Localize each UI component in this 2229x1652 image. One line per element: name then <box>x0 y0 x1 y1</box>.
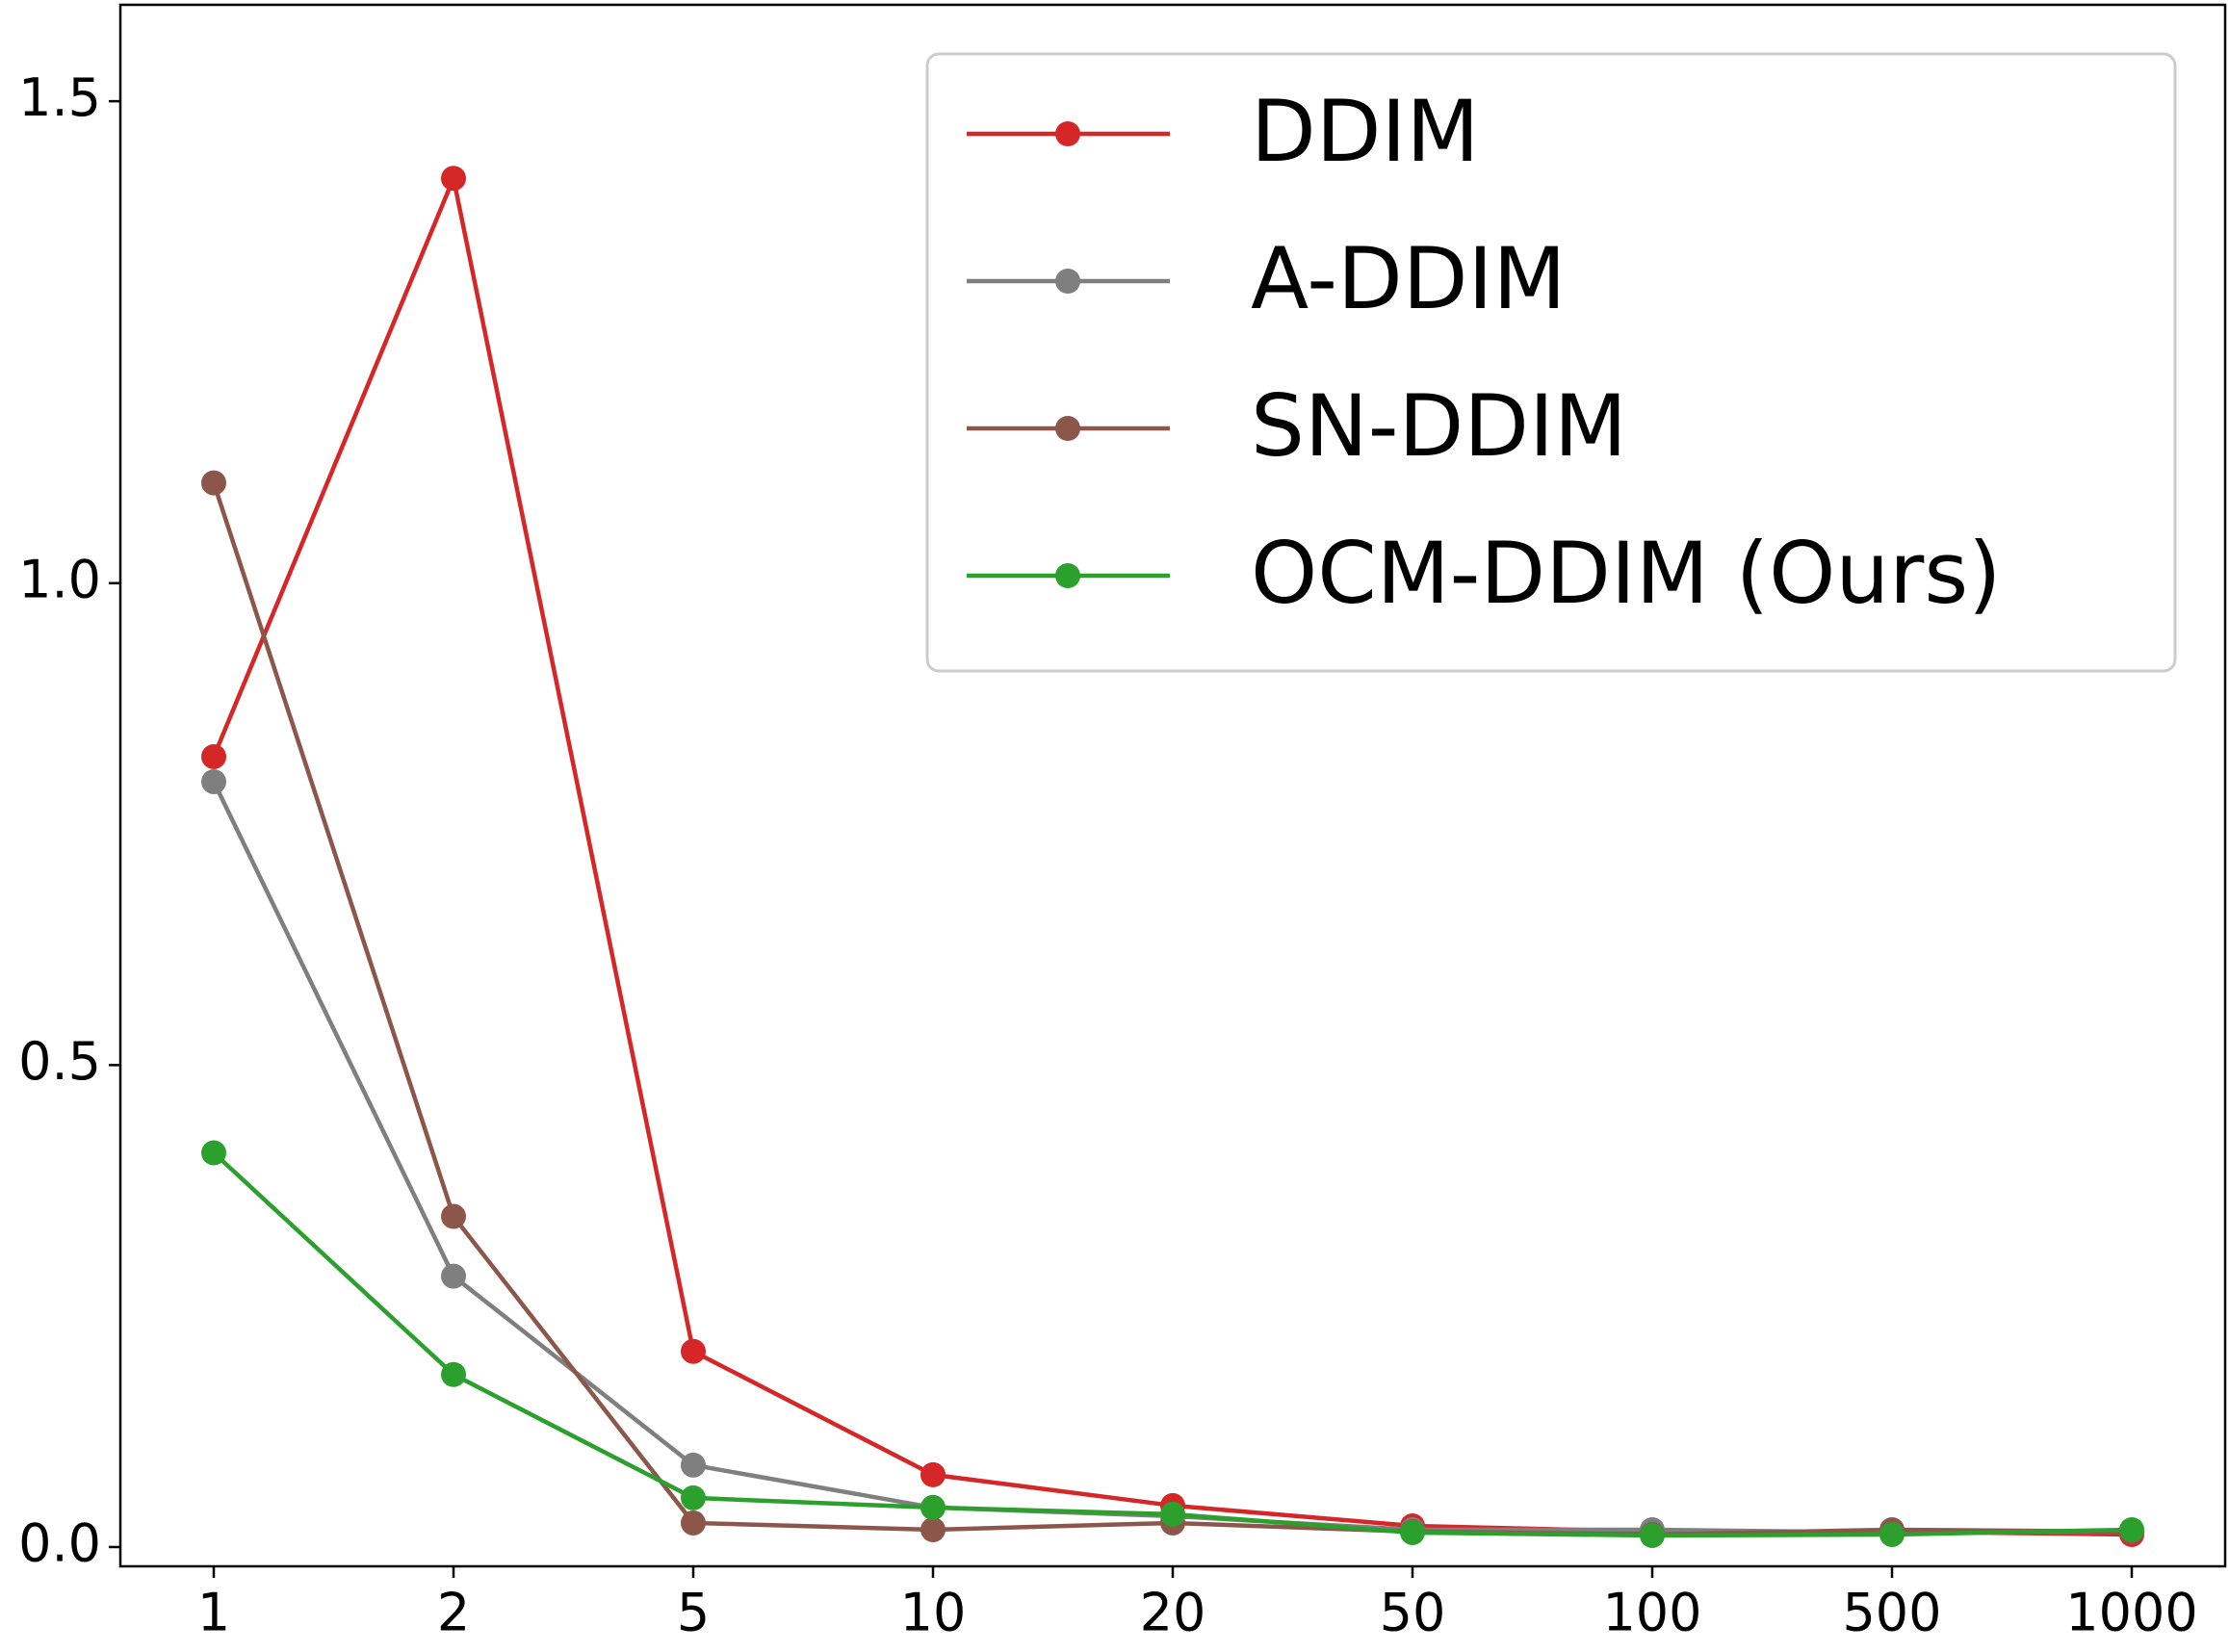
x-tick-label: 2 <box>437 1583 470 1643</box>
data-point <box>681 1484 706 1510</box>
data-point <box>920 1494 946 1520</box>
data-point <box>441 1203 466 1229</box>
data-point <box>441 166 466 192</box>
data-point <box>1160 1501 1185 1527</box>
x-tick-label: 100 <box>1602 1583 1701 1643</box>
data-point <box>1640 1522 1665 1548</box>
data-point <box>441 1361 466 1387</box>
legend-marker <box>1055 269 1080 294</box>
y-tick-label: 1.0 <box>18 549 101 609</box>
data-point <box>681 1338 706 1364</box>
data-point <box>441 1263 466 1289</box>
data-point <box>1879 1521 1905 1547</box>
legend-marker <box>1055 563 1080 588</box>
data-point <box>920 1516 946 1542</box>
legend-label: OCM-DDIM (Ours) <box>1251 524 2002 623</box>
x-tick-label: 5 <box>677 1583 710 1643</box>
data-point <box>201 470 226 496</box>
legend-box <box>925 52 2177 673</box>
x-tick-label: 20 <box>1140 1583 1206 1643</box>
data-point <box>920 1461 946 1487</box>
data-point <box>201 768 226 794</box>
data-point <box>681 1510 706 1536</box>
legend-marker <box>1055 416 1080 441</box>
data-point <box>681 1452 706 1478</box>
data-point <box>201 743 226 769</box>
legend-label: DDIM <box>1251 82 1479 181</box>
series-line <box>212 1150 2133 1538</box>
plot-frame <box>118 3 2227 1568</box>
legend-label: A-DDIM <box>1251 229 1566 328</box>
y-tick-label: 0.5 <box>18 1031 101 1092</box>
x-tick-label: 10 <box>900 1583 967 1643</box>
x-tick-label: 1 <box>197 1583 230 1643</box>
y-tick-label: 1.5 <box>18 67 101 128</box>
legend-label: SN-DDIM <box>1251 376 1627 476</box>
data-point <box>2119 1516 2144 1542</box>
legend-marker <box>1055 121 1080 146</box>
x-tick-label: 50 <box>1380 1583 1446 1643</box>
data-point <box>1400 1519 1425 1545</box>
x-tick-label: 1000 <box>2065 1583 2197 1643</box>
y-tick-label: 0.0 <box>18 1513 101 1574</box>
x-tick-label: 500 <box>1842 1583 1941 1643</box>
data-point <box>201 1140 226 1166</box>
series-line <box>211 781 2133 1536</box>
